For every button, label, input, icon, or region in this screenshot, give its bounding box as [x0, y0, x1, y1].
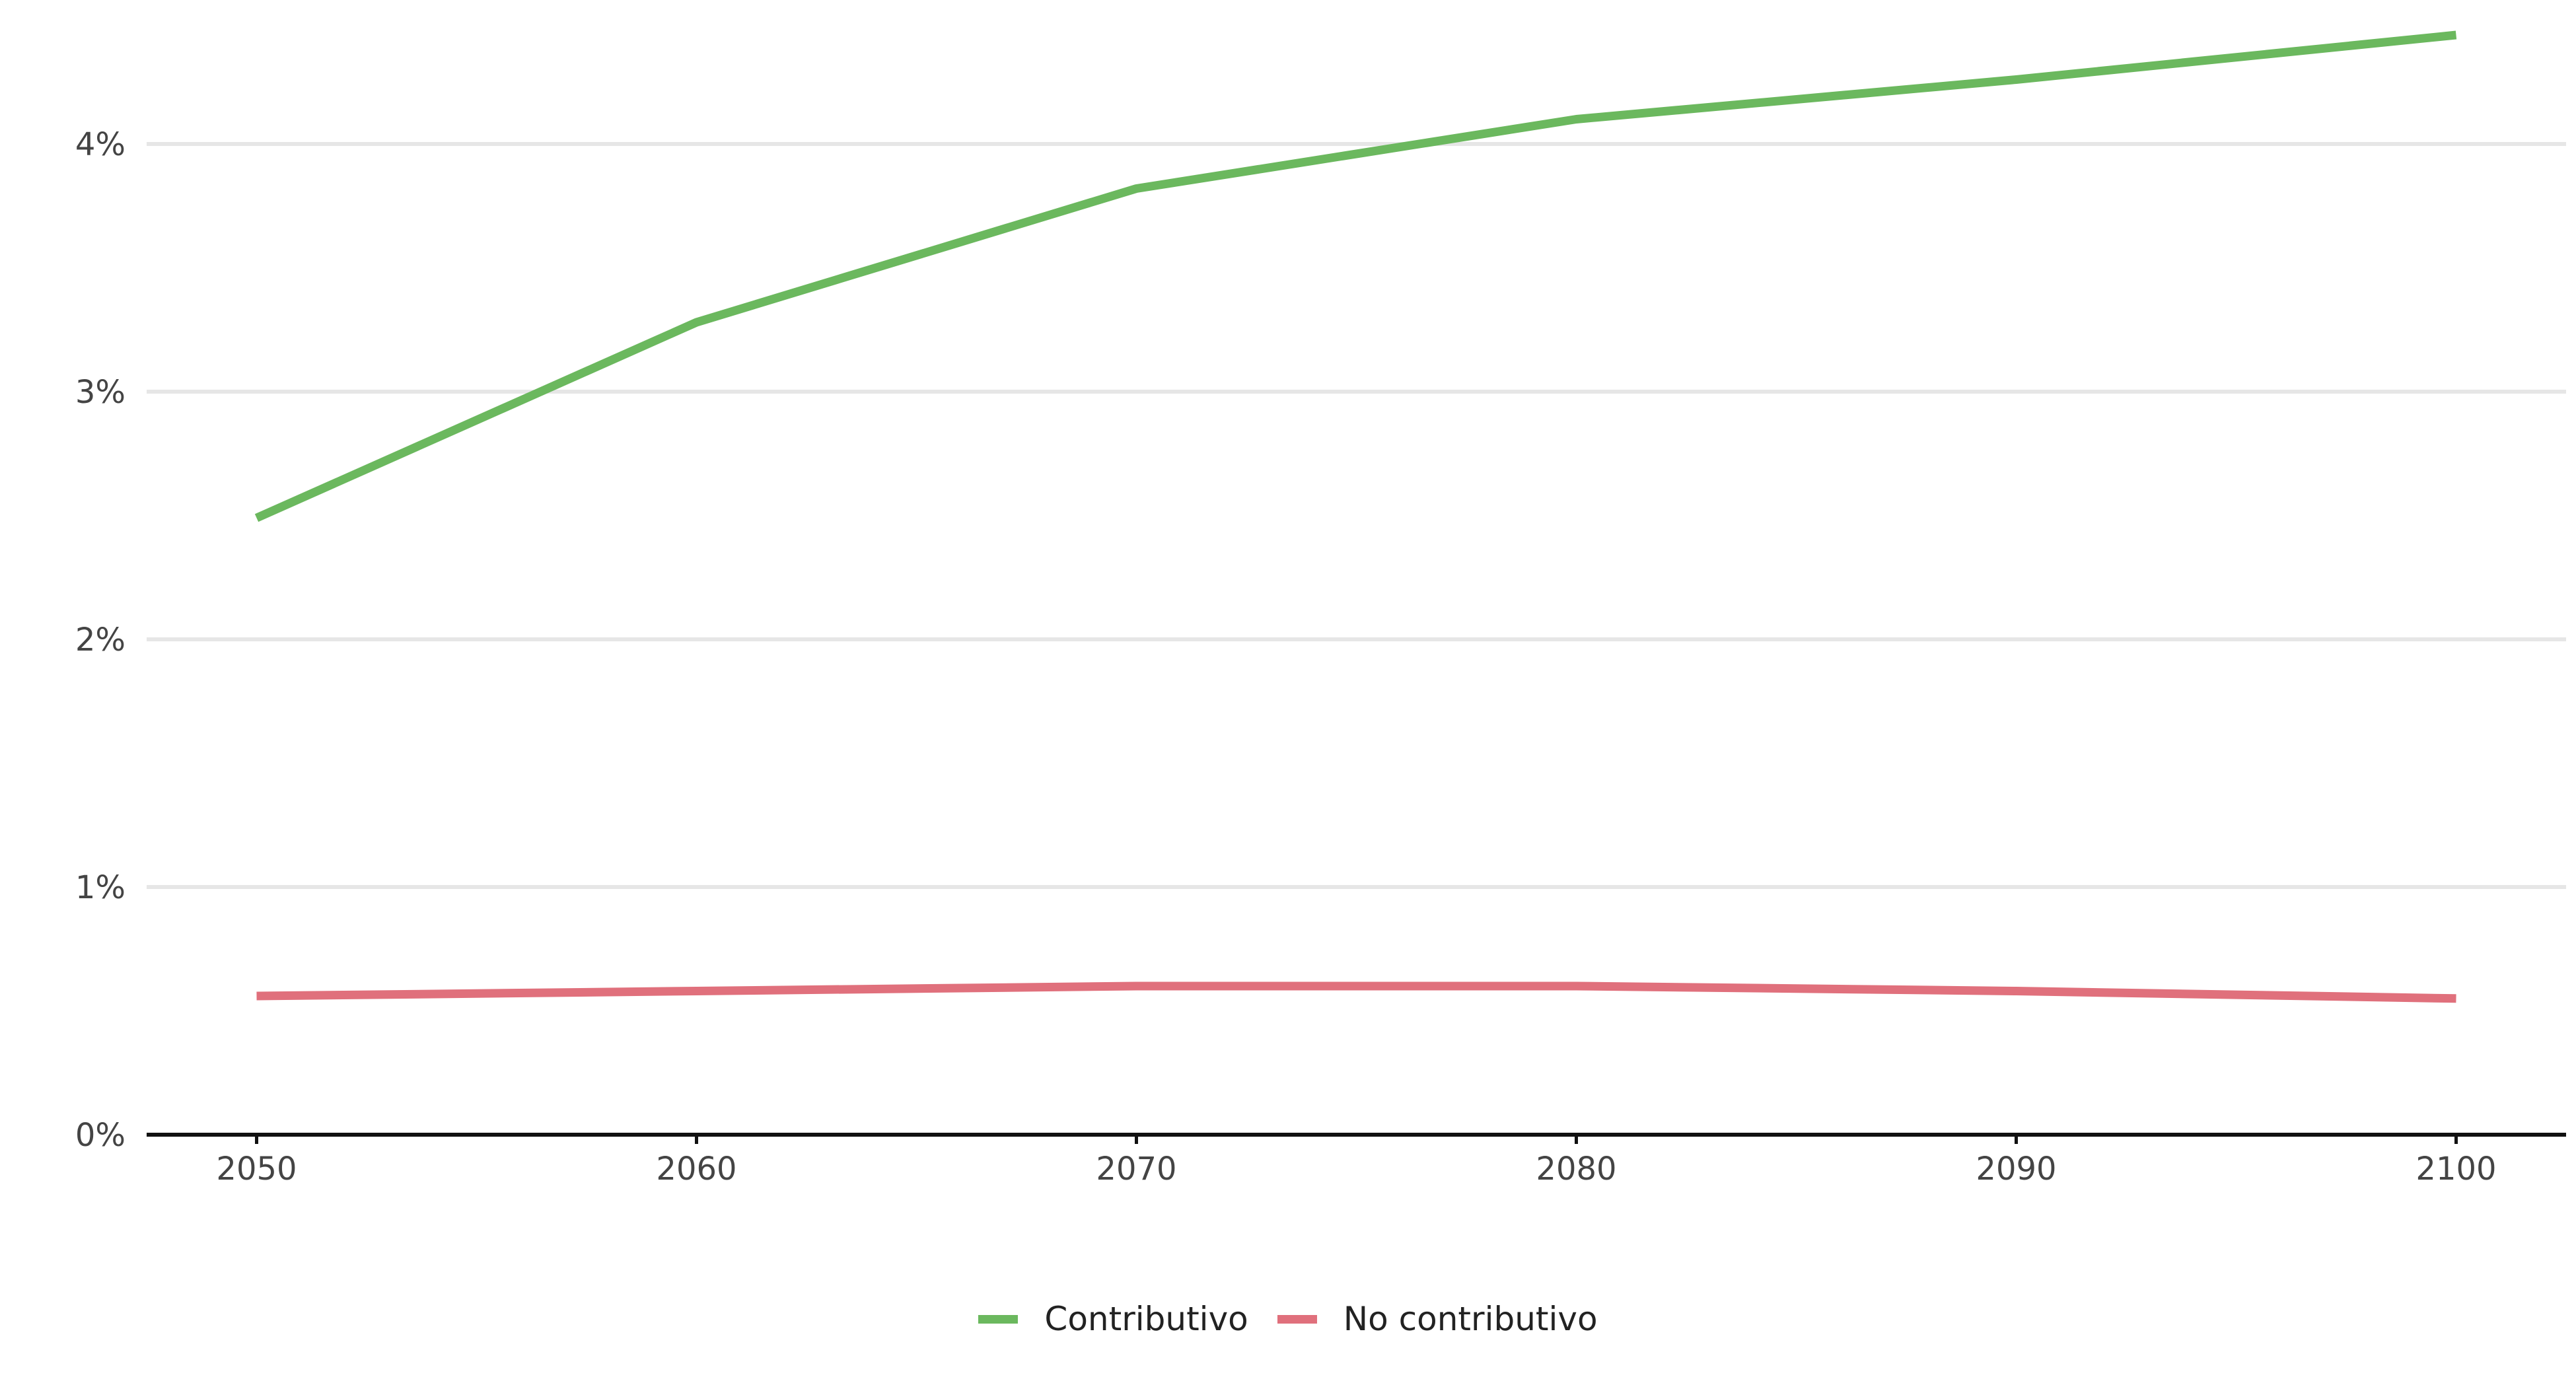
gridlines	[147, 142, 2566, 889]
x-tick-label-2080: 2080	[1536, 1151, 1616, 1188]
series-line-no-contributivo	[256, 981, 2456, 1003]
legend-item-no-contributivo: No contributivo	[1277, 1300, 1598, 1338]
legend-swatch-contributivo	[978, 1314, 1019, 1324]
y-tick-label-2pct: 2%	[75, 622, 125, 658]
series-line-contributivo	[254, 30, 2457, 522]
series-lines	[254, 30, 2457, 1003]
y-tick-label-3pct: 3%	[75, 374, 125, 411]
legend-swatch-no-contributivo	[1277, 1314, 1317, 1324]
legend-label-no-contributivo: No contributivo	[1343, 1300, 1598, 1338]
x-tick-label-2090: 2090	[1976, 1151, 2056, 1188]
x-tick-label-2060: 2060	[656, 1151, 736, 1188]
y-axis-ticks: 0% 1% 2% 3% 4%	[75, 126, 125, 1154]
legend-label-contributivo: Contributivo	[1044, 1300, 1248, 1338]
y-tick-label-0pct: 0%	[75, 1117, 125, 1154]
x-tick-label-2050: 2050	[216, 1151, 297, 1188]
legend: Contributivo No contributivo	[0, 1300, 2576, 1338]
x-tick-label-2100: 2100	[2415, 1151, 2496, 1188]
x-tick-label-2070: 2070	[1096, 1151, 1176, 1188]
legend-item-contributivo: Contributivo	[978, 1300, 1248, 1338]
y-tick-label-4pct: 4%	[75, 126, 125, 163]
x-axis: 2050 2060 2070 2080 2090 2100	[147, 1133, 2566, 1188]
y-tick-label-1pct: 1%	[75, 869, 125, 906]
